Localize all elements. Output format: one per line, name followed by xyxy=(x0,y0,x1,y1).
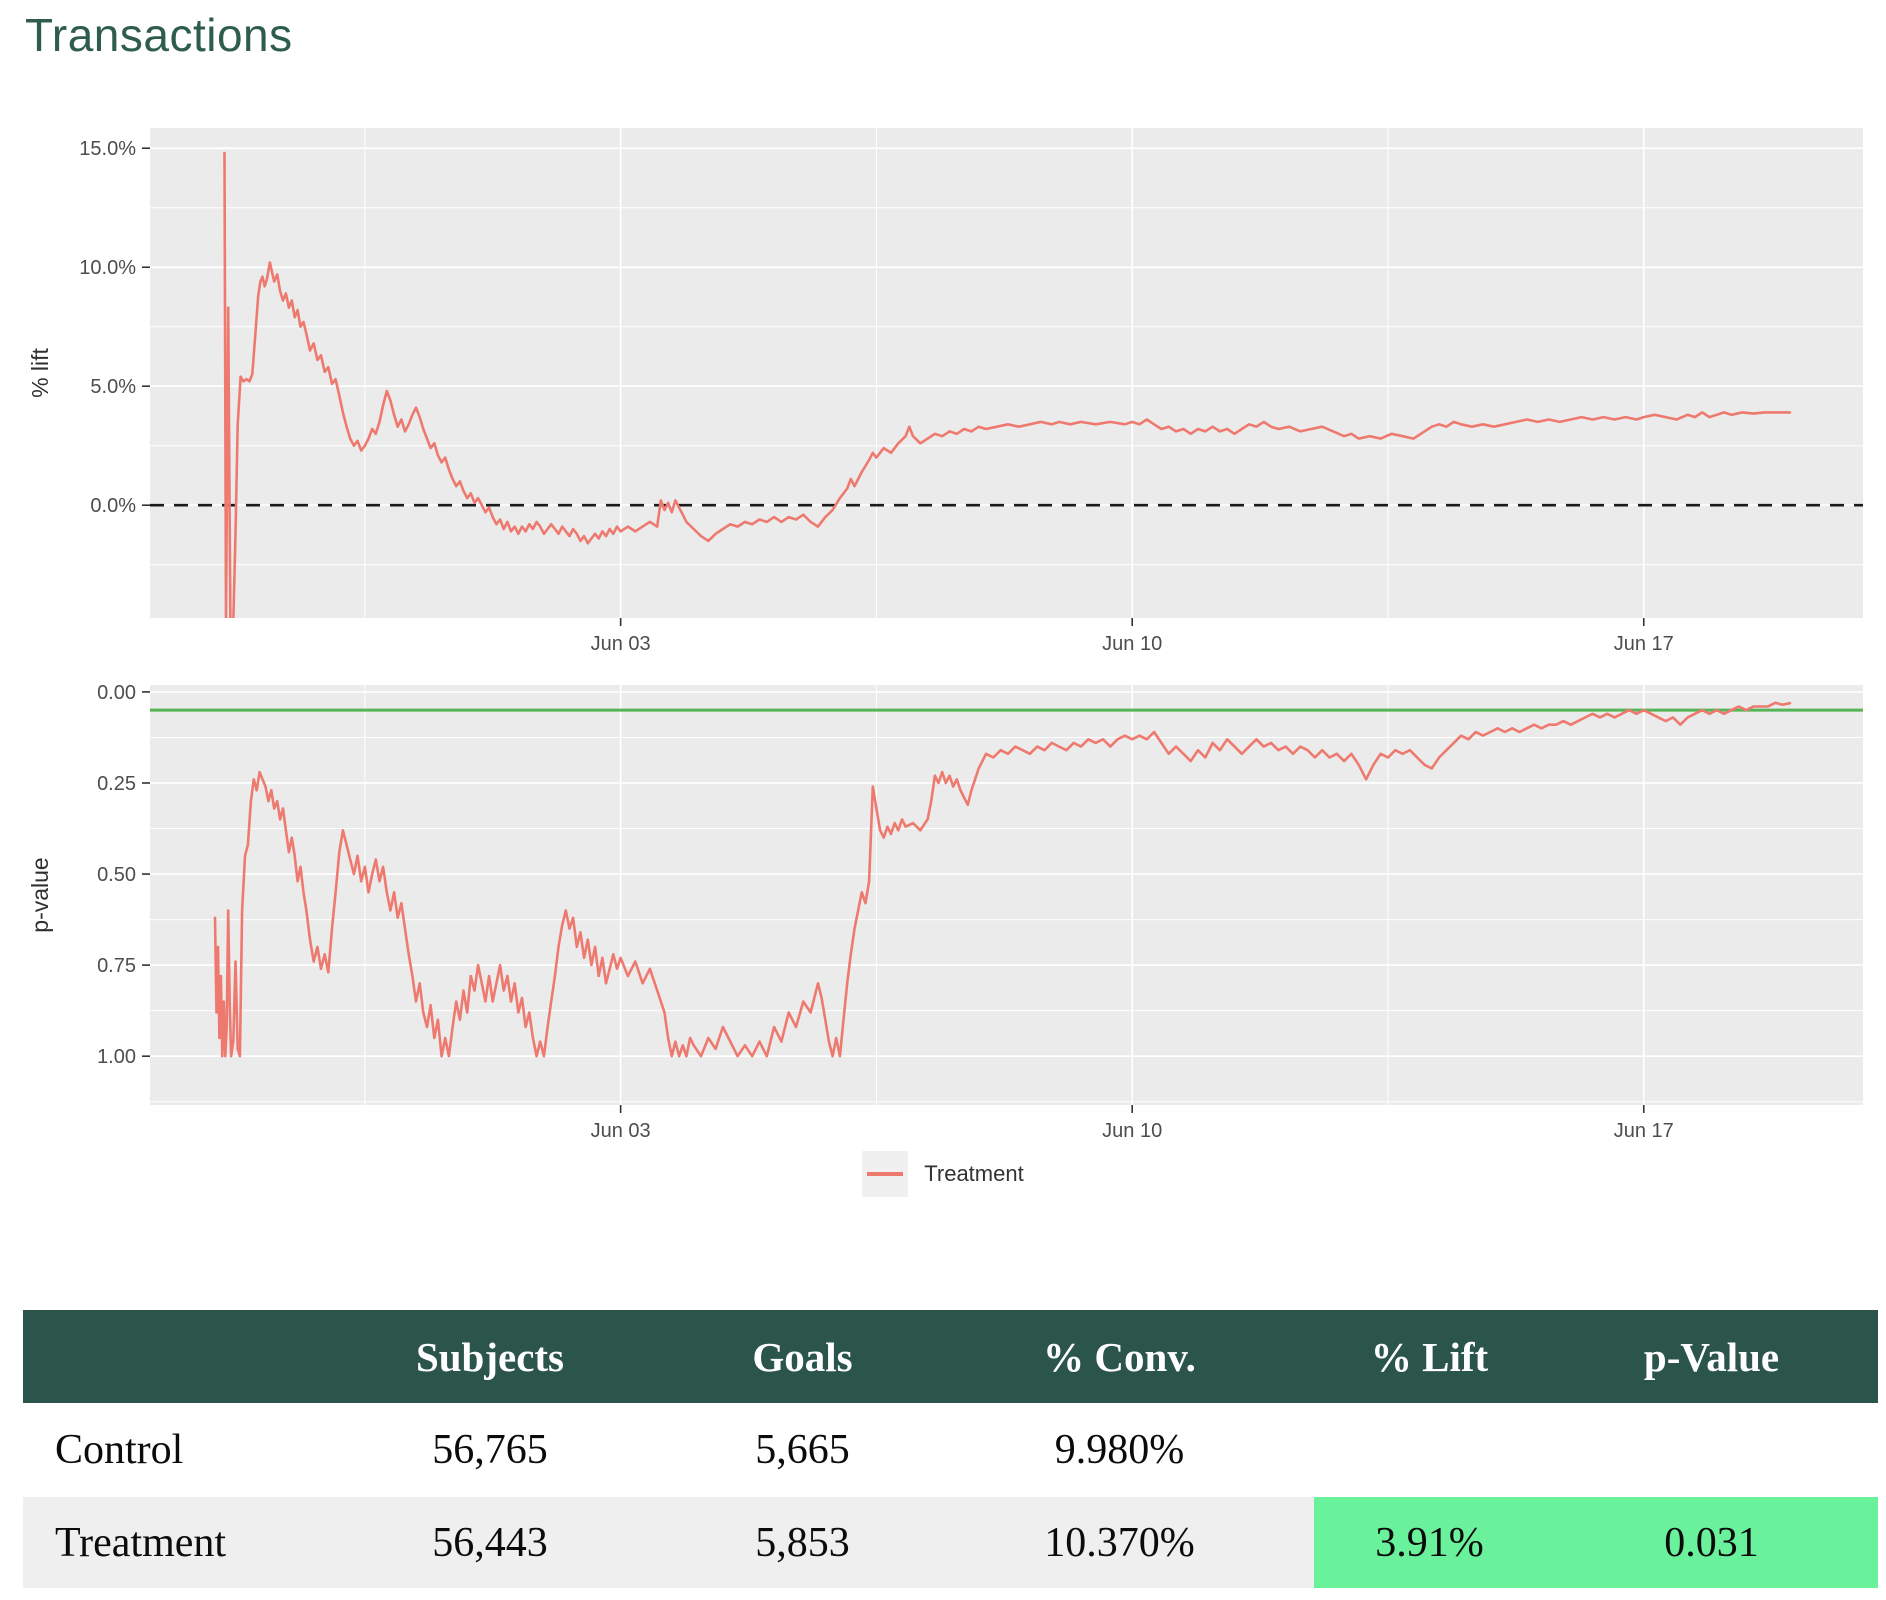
y-tick-label: 10.0% xyxy=(79,257,136,279)
control-subjects: 56,765 xyxy=(300,1403,680,1497)
control-lift xyxy=(1314,1403,1545,1497)
table-header-row: Subjects Goals % Conv. % Lift p-Value xyxy=(23,1310,1878,1403)
y-tick-label: 0.75 xyxy=(97,955,136,977)
col-header-variant xyxy=(23,1310,300,1403)
treatment-subjects: 56,443 xyxy=(300,1497,680,1588)
control-conv: 9.980% xyxy=(925,1403,1314,1497)
x-tick-label: Jun 17 xyxy=(1614,1120,1674,1142)
treatment-line-swatch xyxy=(867,1172,904,1176)
y-tick-label: 0.50 xyxy=(97,864,136,886)
legend-key-box xyxy=(862,1151,909,1197)
lift-chart: 0.0% 5.0% 10.0% 15.0% Jun 03 Jun 10 Jun 17 % li… xyxy=(27,128,1863,655)
y-tick-label: 0.25 xyxy=(97,773,136,795)
x-tick-label: Jun 03 xyxy=(591,633,651,655)
x-tick-label: Jun 17 xyxy=(1614,633,1674,655)
col-header-subjects: Subjects xyxy=(300,1310,680,1403)
col-header-conv: % Conv. xyxy=(925,1310,1314,1403)
y-axis-title: % lift xyxy=(27,347,53,397)
y-tick-label: 0.0% xyxy=(90,495,136,517)
treatment-goals: 5,853 xyxy=(680,1497,925,1588)
control-goals: 5,665 xyxy=(680,1403,925,1497)
table-row-treatment: Treatment 56,443 5,853 10.370% 3.91% 0.0… xyxy=(23,1497,1878,1588)
col-header-goals: Goals xyxy=(680,1310,925,1403)
control-pvalue xyxy=(1545,1403,1878,1497)
x-tick-label: Jun 03 xyxy=(591,1120,651,1142)
chart-legend: Treatment xyxy=(0,1146,1886,1202)
treatment-conv: 10.370% xyxy=(925,1497,1314,1588)
col-header-pvalue: p-Value xyxy=(1545,1310,1878,1403)
x-tick-label: Jun 10 xyxy=(1102,1120,1162,1142)
pvalue-chart: 0.00 0.25 0.50 0.75 1.00 Jun 03 Jun 10 Jun 17 p-… xyxy=(27,682,1863,1142)
y-tick-label: 0.00 xyxy=(97,682,136,704)
control-label: Control xyxy=(23,1403,300,1497)
treatment-lift: 3.91% xyxy=(1314,1497,1545,1588)
plot-panel xyxy=(150,128,1863,618)
treatment-pvalue: 0.031 xyxy=(1545,1497,1878,1588)
legend-label: Treatment xyxy=(924,1161,1024,1186)
treatment-series-line xyxy=(213,701,1792,1058)
table-row-control: Control 56,765 5,665 9.980% xyxy=(23,1403,1878,1497)
x-tick-label: Jun 10 xyxy=(1102,633,1162,655)
col-header-lift: % Lift xyxy=(1314,1310,1545,1403)
page-title: Transactions xyxy=(25,9,293,61)
treatment-label: Treatment xyxy=(23,1497,300,1588)
y-tick-label: 15.0% xyxy=(79,138,136,160)
y-tick-label: 1.00 xyxy=(97,1046,136,1068)
results-table: Subjects Goals % Conv. % Lift p-Value Co… xyxy=(23,1310,1878,1588)
y-tick-label: 5.0% xyxy=(90,376,136,398)
y-axis-title: p-value xyxy=(27,857,53,932)
treatment-series-line xyxy=(223,151,1792,618)
plot-panel xyxy=(150,685,1863,1105)
